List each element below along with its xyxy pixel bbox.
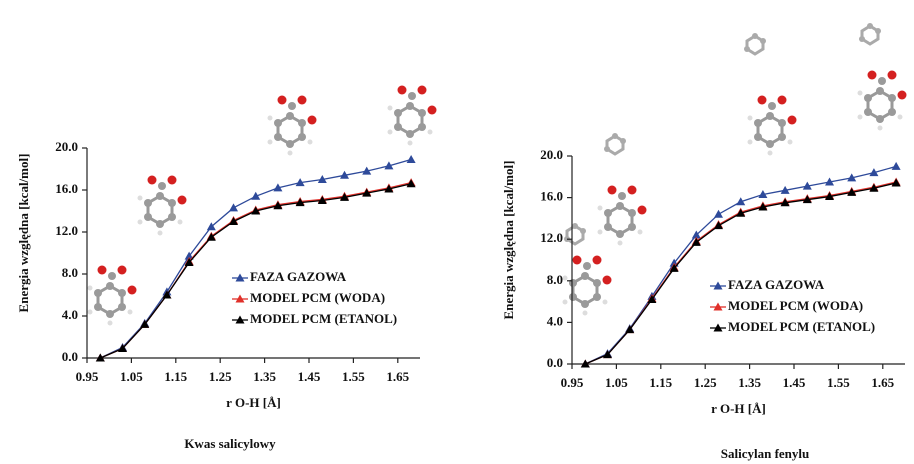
chart-title: Kwas salicylowy [184, 436, 276, 451]
y-axis-label: Energia względna [kcal/mol] [501, 161, 516, 320]
molecule [268, 96, 317, 156]
molecule [858, 71, 907, 131]
y-tick-label: 4.0 [547, 313, 563, 328]
molecule [604, 133, 626, 154]
x-tick-label: 1.55 [827, 375, 850, 390]
series-line [585, 166, 896, 364]
y-axis-label: Energia względna [kcal/mol] [16, 154, 31, 313]
molecule [388, 86, 437, 146]
molecule [88, 266, 137, 326]
x-tick-label: 1.05 [605, 375, 628, 390]
x-tick-label: 1.55 [342, 369, 365, 384]
x-tick-label: 1.25 [209, 369, 232, 384]
x-tick-label: 1.15 [164, 369, 187, 384]
x-tick-label: 0.95 [561, 375, 584, 390]
data-point [229, 217, 238, 225]
y-tick-label: 8.0 [62, 265, 78, 280]
legend-label: MODEL PCM (ETANOL) [728, 319, 875, 334]
legend-label: FAZA GAZOWA [250, 269, 347, 284]
x-tick-label: 1.35 [738, 375, 761, 390]
y-tick-label: 16.0 [540, 189, 563, 204]
x-tick-label: 0.95 [76, 369, 99, 384]
x-tick-label: 1.05 [120, 369, 143, 384]
molecule [859, 23, 881, 44]
molecule [138, 176, 187, 236]
molecule [563, 256, 612, 316]
data-point [407, 155, 416, 163]
series-line [100, 160, 411, 358]
legend-label: MODEL PCM (ETANOL) [250, 311, 397, 326]
data-point [229, 203, 238, 211]
y-tick-label: 4.0 [62, 307, 78, 322]
x-tick-label: 1.45 [298, 369, 321, 384]
molecule [598, 186, 647, 246]
figure: Kwas salicylowy r O-H [Å] Energia względna… [0, 0, 914, 464]
legend-label: FAZA GAZOWA [728, 277, 825, 292]
data-point [714, 210, 723, 218]
data-point [892, 162, 901, 170]
x-tick-label: 1.15 [649, 375, 672, 390]
molecule [744, 33, 766, 54]
y-tick-label: 20.0 [540, 147, 563, 162]
chart: Kwas salicylowy r O-H [Å] Energia względna… [16, 139, 420, 451]
y-tick-label: 0.0 [547, 355, 563, 370]
molecule [748, 96, 797, 156]
x-tick-label: 1.25 [694, 375, 717, 390]
x-axis-label: r O-H [Å] [711, 401, 766, 416]
legend-label: MODEL PCM (WODA) [728, 298, 863, 313]
molecule [564, 223, 586, 244]
y-tick-label: 8.0 [547, 272, 563, 287]
chart-title: Salicylan fenylu [721, 446, 810, 461]
y-tick-label: 12.0 [540, 230, 563, 245]
x-tick-label: 1.35 [253, 369, 276, 384]
y-tick-label: 0.0 [62, 349, 78, 364]
legend-label: MODEL PCM (WODA) [250, 290, 385, 305]
x-tick-label: 1.65 [386, 369, 409, 384]
y-tick-label: 20.0 [55, 139, 78, 154]
chart: Salicylan fenylu r O-H [Å] Energia względn… [501, 147, 905, 461]
y-tick-label: 12.0 [55, 223, 78, 238]
x-tick-label: 1.45 [783, 375, 806, 390]
y-tick-label: 16.0 [55, 181, 78, 196]
x-axis-label: r O-H [Å] [226, 395, 281, 410]
x-tick-label: 1.65 [871, 375, 894, 390]
